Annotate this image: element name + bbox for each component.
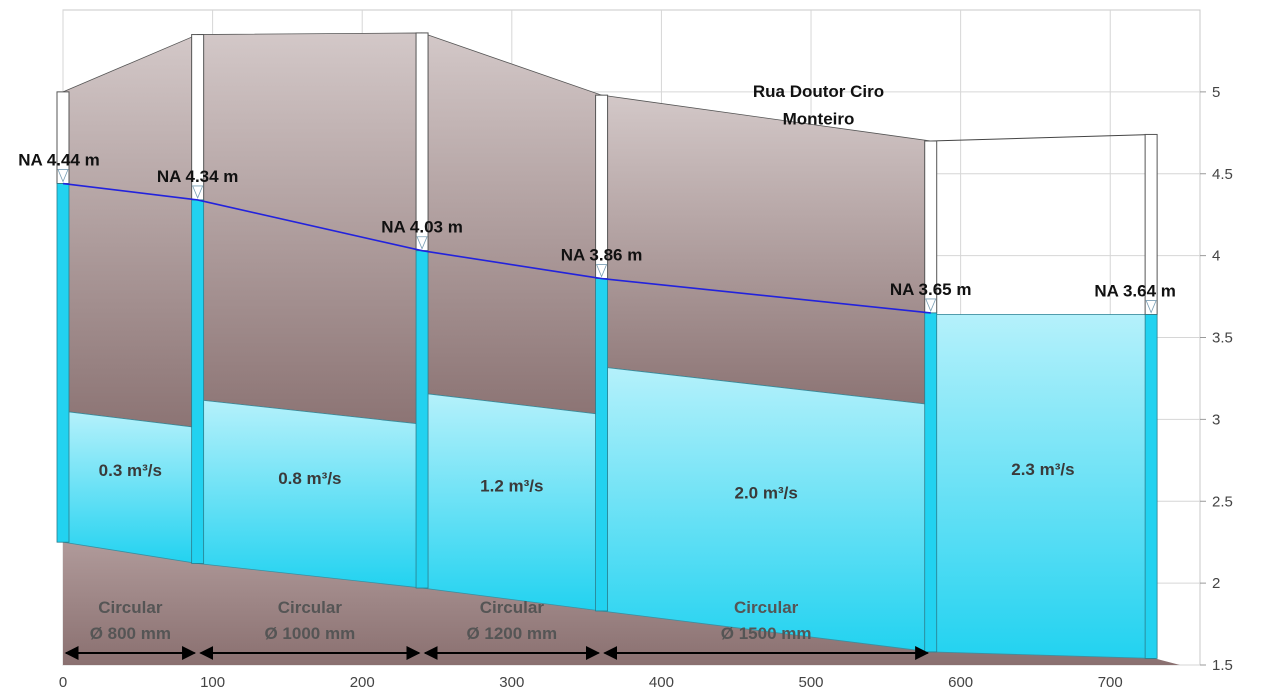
pipe-type-label: Circular: [278, 598, 343, 617]
y-tick-label: 3: [1212, 411, 1220, 428]
pipe-water-section: [197, 399, 423, 589]
water-level-marker: [57, 169, 69, 183]
hydraulic-grade-line: [62, 182, 931, 314]
flow-label: 0.8 m³/s: [278, 469, 341, 488]
y-tick-label: 1.5: [1212, 657, 1233, 674]
ground-line: [930, 133, 1156, 142]
na-label: NA 3.64 m: [1094, 282, 1176, 301]
x-tick-label: 600: [948, 674, 973, 691]
manhole-water: [595, 278, 608, 612]
na-label: NA 4.34 m: [157, 167, 239, 186]
x-tick-label: 300: [499, 674, 524, 691]
x-tick-label: 400: [649, 674, 674, 691]
pipe-diameter-label: Ø 1000 mm: [264, 624, 355, 643]
x-tick-label: 700: [1098, 674, 1123, 691]
x-tick-label: 100: [200, 674, 225, 691]
x-tick-label: 500: [799, 674, 824, 691]
subsoil-fill: [63, 542, 1180, 665]
pipe-water-section: [62, 410, 199, 564]
ground-fill: [62, 33, 199, 429]
ground-profile: [62, 32, 1180, 665]
pipe-diameter-label: Ø 800 mm: [90, 624, 171, 643]
water-level-marker: [416, 236, 428, 250]
pipe-type-label: Circular: [480, 598, 545, 617]
pipe-type-label: Circular: [734, 598, 799, 617]
flow-label: 2.3 m³/s: [1011, 460, 1074, 479]
x-tick-label: 0: [59, 674, 67, 691]
manhole-water: [191, 199, 205, 564]
street-label: Rua Guatemala: [248, 0, 372, 1]
manhole-water: [415, 250, 429, 589]
pipe-water-section: [930, 314, 1156, 659]
y-tick-label: 2.5: [1212, 493, 1233, 510]
flow-label: 0.3 m³/s: [99, 461, 162, 480]
street-label: Monteiro: [783, 110, 855, 129]
pipe-type-label: Circular: [98, 598, 163, 617]
na-label: NA 3.65 m: [890, 280, 972, 299]
water-sections: [62, 314, 1156, 659]
water-level-marker: [595, 264, 608, 278]
x-tick-label: 200: [350, 674, 375, 691]
y-tick-label: 3.5: [1212, 330, 1233, 347]
manhole-water: [56, 183, 70, 543]
ground-fill: [601, 94, 932, 406]
street-label: Rua Doutor Ciro: [753, 82, 884, 101]
na-label: NA 4.44 m: [18, 151, 100, 170]
water-level-marker: [1145, 300, 1157, 314]
water-level-marker: [192, 185, 204, 199]
y-tick-label: 5: [1212, 84, 1220, 101]
labels: NA 4.44 m NA 4.34 m NA 4.03 m NA 3.86 m NA 3…: [18, 0, 1176, 643]
na-label: NA 3.86 m: [561, 246, 643, 265]
y-tick-label: 2: [1212, 575, 1220, 592]
flow-label: 1.2 m³/s: [480, 477, 543, 496]
pipe-water-section: [421, 392, 602, 612]
pipe-diameter-label: Ø 1500 mm: [721, 624, 812, 643]
na-label: NA 4.03 m: [381, 218, 463, 237]
y-tick-label: 4.5: [1212, 166, 1233, 183]
manhole-water: [1144, 314, 1158, 659]
manhole-water: [924, 312, 938, 653]
water-level-marker: [925, 298, 937, 312]
y-tick-label: 4: [1212, 248, 1220, 265]
pipe-diameter-label: Ø 1200 mm: [466, 624, 557, 643]
flow-label: 2.0 m³/s: [734, 484, 797, 503]
hgl-line: [62, 182, 931, 314]
